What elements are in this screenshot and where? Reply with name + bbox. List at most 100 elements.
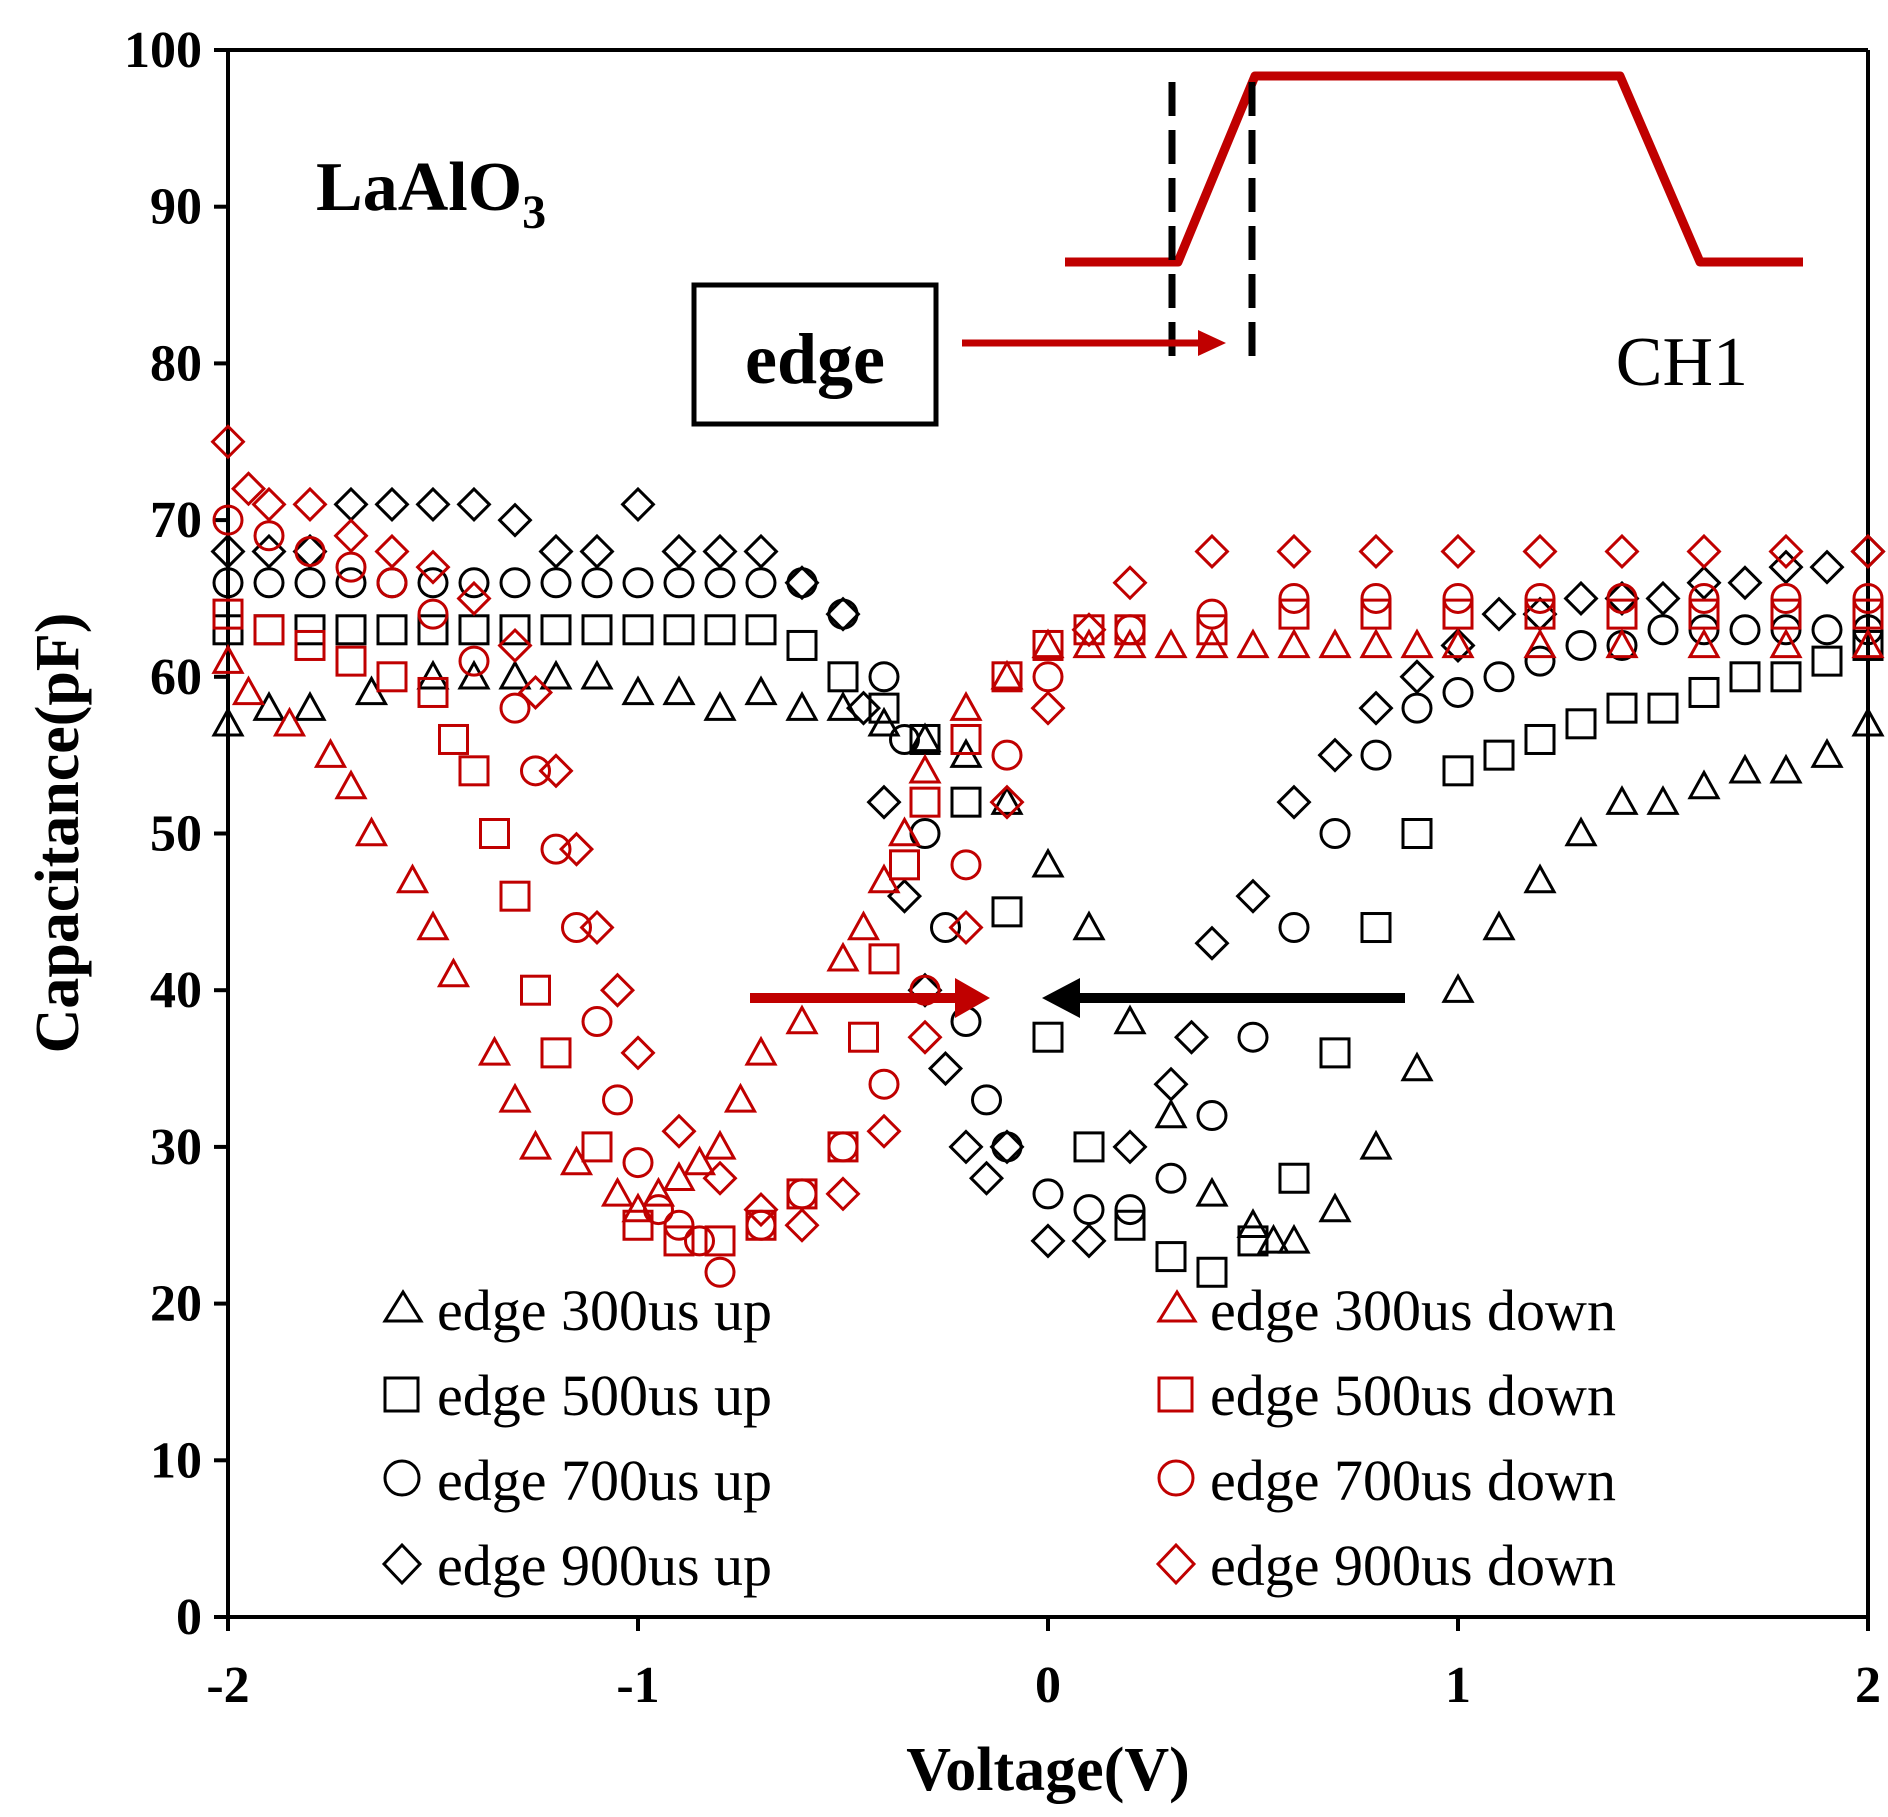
data-point [907,1019,943,1055]
data-point [253,614,285,646]
data-point [335,551,367,583]
data-point [968,1160,1005,1196]
data-point [313,738,348,768]
data-point [1770,598,1802,630]
data-point [1851,628,1885,659]
data-point [417,614,449,646]
data-point [580,659,614,690]
data-point [1318,628,1352,659]
data-point [1318,1192,1352,1223]
data-point [210,533,246,569]
data-point [1483,739,1515,771]
data-point [211,644,245,674]
data-point [1032,1021,1064,1053]
legend-item: edge 500us down [1157,1363,1616,1428]
data-point [1400,1051,1434,1082]
legend-item: edge 300us down [1156,1278,1616,1343]
data-point [1852,582,1884,614]
data-point [1522,596,1558,632]
data-point [1524,582,1556,614]
data-point [253,567,285,599]
data-point [1114,1194,1146,1226]
data-point [1769,628,1803,659]
data-point [1440,533,1476,569]
data-point [1237,1021,1269,1053]
data-point [1483,661,1515,693]
data-point [599,972,636,1008]
data-point [908,753,942,784]
legend-label: edge 500us up [437,1363,772,1428]
x-axis-title: Voltage(V) [906,1736,1190,1804]
data-point [1195,1176,1229,1207]
data-point [1769,753,1803,784]
data-point [786,1178,818,1210]
data-point [743,1192,779,1228]
data-point [538,753,574,789]
data-point [1770,614,1802,646]
x-tick-label: 1 [1445,1657,1471,1714]
data-point [1030,690,1066,726]
data-point [909,723,941,755]
data-point [1278,912,1310,944]
data-point [1852,614,1884,646]
data-point [294,535,326,567]
data-point [948,1129,984,1165]
data-point [581,1131,613,1163]
x-tick-label: -1 [616,1657,659,1714]
data-point [744,1035,778,1066]
data-point [1276,533,1312,569]
data-point [622,614,654,646]
ticks: 0 10 20 30 40 50 60 70 80 90 100 -2 -1 0 1 2 [124,22,1881,1714]
data-point [703,691,737,721]
legend-label: edge 300us down [1210,1278,1616,1343]
data-point [376,661,408,693]
data-point [334,769,368,800]
series-edge-700us-down [212,504,1884,1288]
data-point [1688,614,1720,646]
legend-label: edge 700us down [1210,1448,1616,1513]
data-point [1194,533,1230,569]
legend-marker-circle [1157,1459,1195,1497]
y-tick-label: 40 [150,962,202,1019]
data-point [825,1176,861,1212]
data-point [456,580,492,616]
data-point [520,755,551,787]
legend-marker-square [1157,1376,1194,1413]
data-point [948,909,984,946]
data-point [784,1207,820,1243]
data-point [497,627,533,663]
markers [210,424,1886,1288]
data-point [663,1209,695,1241]
y-tick-label: 10 [150,1432,202,1489]
data-point [1647,692,1679,724]
data-point [1235,878,1271,914]
legend-item: edge 900us down [1155,1533,1616,1598]
data-point [1605,628,1639,659]
material-subscript: 3 [522,186,546,239]
data-point [561,912,592,944]
data-point [661,1113,697,1149]
data-point [1688,582,1720,614]
data-point [1524,598,1556,630]
data-point [456,486,492,522]
legend-label: edge 500us down [1210,1363,1616,1428]
data-point [498,1082,532,1113]
data-point [1114,1209,1146,1241]
data-point [294,567,326,599]
series-edge-500us-up [212,614,1884,1288]
data-point [210,424,246,460]
channel-label: CH1 [1616,324,1748,401]
data-point [826,691,860,721]
data-point [333,518,369,554]
data-point [1154,628,1188,659]
data-point [1358,690,1394,726]
data-point [1606,598,1638,630]
data-point [1523,628,1557,659]
data-point [1032,1178,1064,1210]
data-point [1360,739,1392,771]
data-point [1114,614,1146,646]
data-point [1647,614,1679,646]
data-point [991,661,1023,693]
data-point [1236,628,1270,659]
